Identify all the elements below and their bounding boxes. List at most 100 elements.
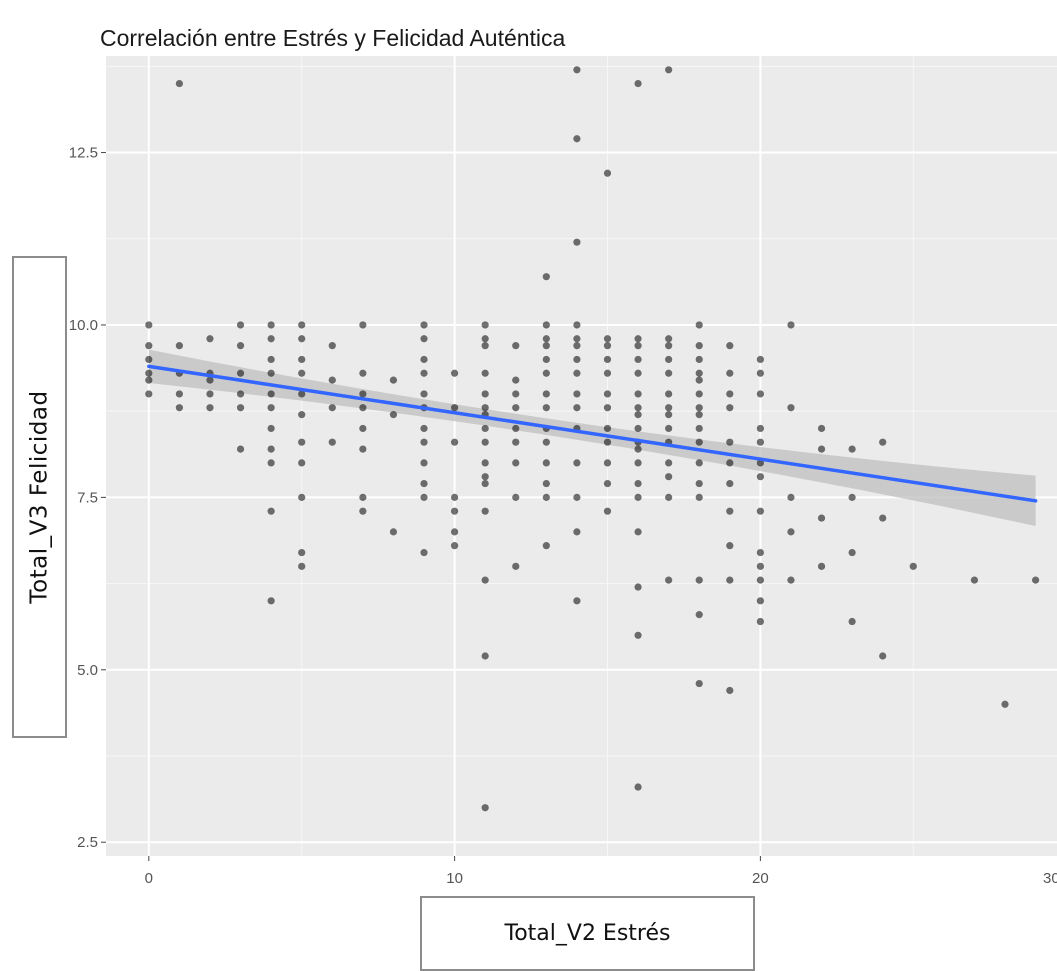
data-point <box>236 342 245 350</box>
data-point <box>665 390 673 398</box>
data-point <box>481 335 489 343</box>
data-point <box>450 507 459 515</box>
data-point <box>573 493 581 501</box>
data-point <box>512 376 520 384</box>
data-point <box>848 548 856 557</box>
x-axis-label-box: Total_V2 Estrés <box>420 896 755 971</box>
data-point <box>267 369 275 377</box>
data-point <box>756 562 764 570</box>
data-point <box>450 369 459 377</box>
data-point <box>481 804 489 812</box>
data-point <box>756 355 764 364</box>
data-point <box>359 369 367 377</box>
data-point <box>756 597 764 605</box>
data-point <box>695 390 703 398</box>
data-point <box>298 390 306 398</box>
data-point <box>634 445 642 453</box>
data-point <box>236 369 245 377</box>
data-point <box>206 404 214 412</box>
data-point <box>726 576 734 584</box>
data-point <box>634 459 642 467</box>
data-point <box>298 493 306 501</box>
data-point <box>359 390 367 398</box>
data-point <box>634 479 642 488</box>
data-point <box>695 493 703 501</box>
data-point <box>573 321 581 329</box>
data-point <box>389 376 398 384</box>
y-tick-label: 2.5 <box>77 834 98 851</box>
data-point <box>756 617 764 626</box>
data-point <box>634 411 642 419</box>
data-point <box>145 376 153 384</box>
data-point <box>909 562 917 570</box>
data-point <box>267 459 275 467</box>
trend-line-group <box>147 364 1038 503</box>
data-point <box>420 459 428 467</box>
data-point <box>512 404 520 412</box>
y-tick-label: 10.0 <box>69 317 98 334</box>
y-tick-label: 7.5 <box>77 489 98 506</box>
data-point <box>695 376 703 384</box>
data-point <box>970 576 979 584</box>
data-point <box>481 342 489 350</box>
data-point <box>695 355 703 364</box>
data-point <box>665 459 673 467</box>
data-point <box>634 335 642 343</box>
data-point <box>634 369 642 377</box>
data-point <box>787 576 795 584</box>
data-point <box>298 355 306 364</box>
y-tick-label: 12.5 <box>69 145 98 162</box>
trend-line <box>147 364 1038 503</box>
data-point <box>175 390 183 398</box>
data-point <box>756 369 764 377</box>
data-point <box>603 459 612 467</box>
data-point <box>603 169 612 177</box>
data-point <box>573 528 581 536</box>
data-point <box>267 507 275 515</box>
data-point <box>298 321 306 329</box>
data-point <box>145 390 153 398</box>
data-point <box>665 411 673 419</box>
y-axis-label-box: Total_V3 Felicidad <box>12 256 67 738</box>
data-point <box>573 459 581 467</box>
data-point <box>267 355 275 364</box>
data-point <box>665 404 673 412</box>
data-point <box>634 493 642 501</box>
data-point <box>236 445 245 453</box>
data-point <box>817 514 826 522</box>
data-point <box>603 335 612 343</box>
data-points <box>145 66 1040 812</box>
y-axis-ticks: 2.5 5.0 7.5 10.0 12.5 <box>69 145 106 851</box>
data-point <box>573 404 581 412</box>
data-point <box>634 79 642 88</box>
data-point <box>328 404 336 412</box>
data-point <box>175 79 183 88</box>
data-point <box>603 404 612 412</box>
data-point <box>420 548 428 557</box>
data-point <box>359 321 367 329</box>
data-point <box>726 438 734 446</box>
data-point <box>695 342 703 350</box>
data-point <box>481 369 489 377</box>
data-point <box>542 355 550 364</box>
data-point <box>603 390 612 398</box>
data-point <box>817 424 826 433</box>
data-point <box>542 542 550 550</box>
data-point <box>481 479 489 488</box>
data-point <box>665 335 673 343</box>
data-point <box>817 562 826 570</box>
data-point <box>726 507 734 515</box>
data-point <box>542 459 550 467</box>
data-point <box>420 369 428 377</box>
data-point <box>695 369 703 377</box>
data-point <box>573 135 581 143</box>
data-point <box>359 507 367 515</box>
data-point <box>542 390 550 398</box>
data-point <box>573 335 581 343</box>
data-point <box>420 438 428 446</box>
data-point <box>236 404 245 412</box>
data-point <box>665 576 673 584</box>
data-point <box>573 342 581 350</box>
y-axis-label: Total_V3 Felicidad <box>26 390 53 604</box>
data-point <box>634 583 642 591</box>
